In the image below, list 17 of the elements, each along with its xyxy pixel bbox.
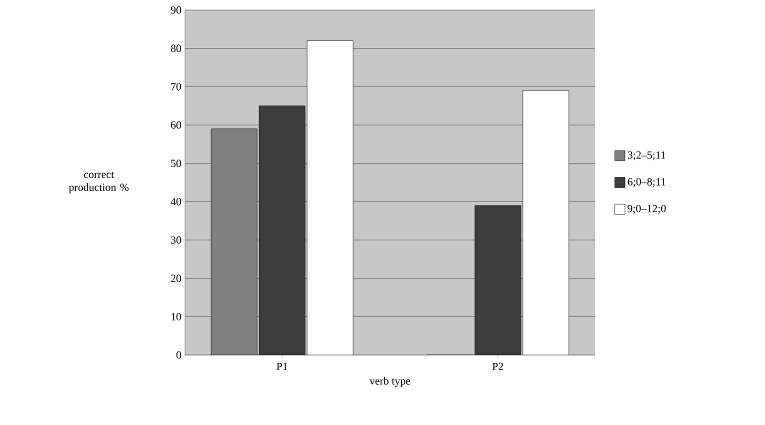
y-tick-label: 0 [176, 351, 182, 359]
y-tick-label: 90 [170, 6, 182, 14]
y-tick-label: 70 [171, 82, 182, 90]
legend-label: 6;0–8;11 [628, 178, 666, 188]
y-tick-label: 50 [171, 160, 182, 168]
y-tick-label: 60 [170, 121, 182, 129]
y-tick-label: 80 [170, 44, 182, 52]
x-tick-label: P2 [492, 362, 504, 370]
y-tick-label: 30 [171, 236, 182, 244]
y-tick-label: 20 [171, 274, 182, 282]
legend-label: 9;0–12;0 [628, 204, 666, 214]
x-tick-label: P1 [276, 362, 288, 370]
y-axis-title: correct production % [68, 172, 129, 194]
y-tick-label: 10 [171, 312, 182, 320]
y-tick-label: 40 [170, 198, 182, 206]
legend-label: 3;2–5;11 [628, 151, 666, 160]
x-axis-title: verb type [369, 376, 410, 387]
